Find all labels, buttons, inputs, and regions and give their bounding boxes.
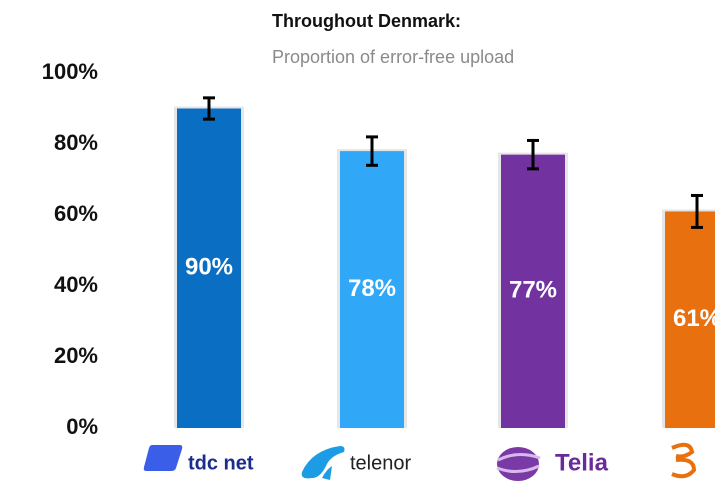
- y-tick-label: 20%: [54, 343, 98, 368]
- chart-title: Throughout Denmark:: [272, 11, 461, 31]
- bar: [665, 211, 715, 428]
- error-bar: [527, 138, 539, 171]
- error-bar: [691, 193, 703, 229]
- value-label: 77%: [509, 277, 557, 304]
- logo-telenor: [301, 446, 345, 480]
- x-tick-label: tdc net: [188, 452, 254, 474]
- y-tick-label: 100%: [42, 59, 98, 84]
- bar: [177, 108, 241, 428]
- error-bar: [203, 96, 215, 121]
- logo-three: [671, 442, 697, 479]
- logo-telia: [496, 447, 541, 481]
- y-tick-label: 0%: [66, 414, 98, 439]
- y-tick-label: 80%: [54, 130, 98, 155]
- y-tick-label: 40%: [54, 272, 98, 297]
- value-label: 61%: [673, 305, 715, 332]
- x-tick-label: Telia: [555, 449, 609, 476]
- chart-subtitle: Proportion of error-free upload: [272, 47, 514, 67]
- error-bar: [366, 135, 378, 167]
- bar: [501, 154, 565, 428]
- value-label: 90%: [185, 254, 233, 281]
- x-tick-label: telenor: [350, 452, 411, 474]
- bar: [340, 151, 404, 428]
- value-label: 78%: [348, 275, 396, 302]
- y-tick-label: 60%: [54, 201, 98, 226]
- logo-tdc: [143, 445, 183, 471]
